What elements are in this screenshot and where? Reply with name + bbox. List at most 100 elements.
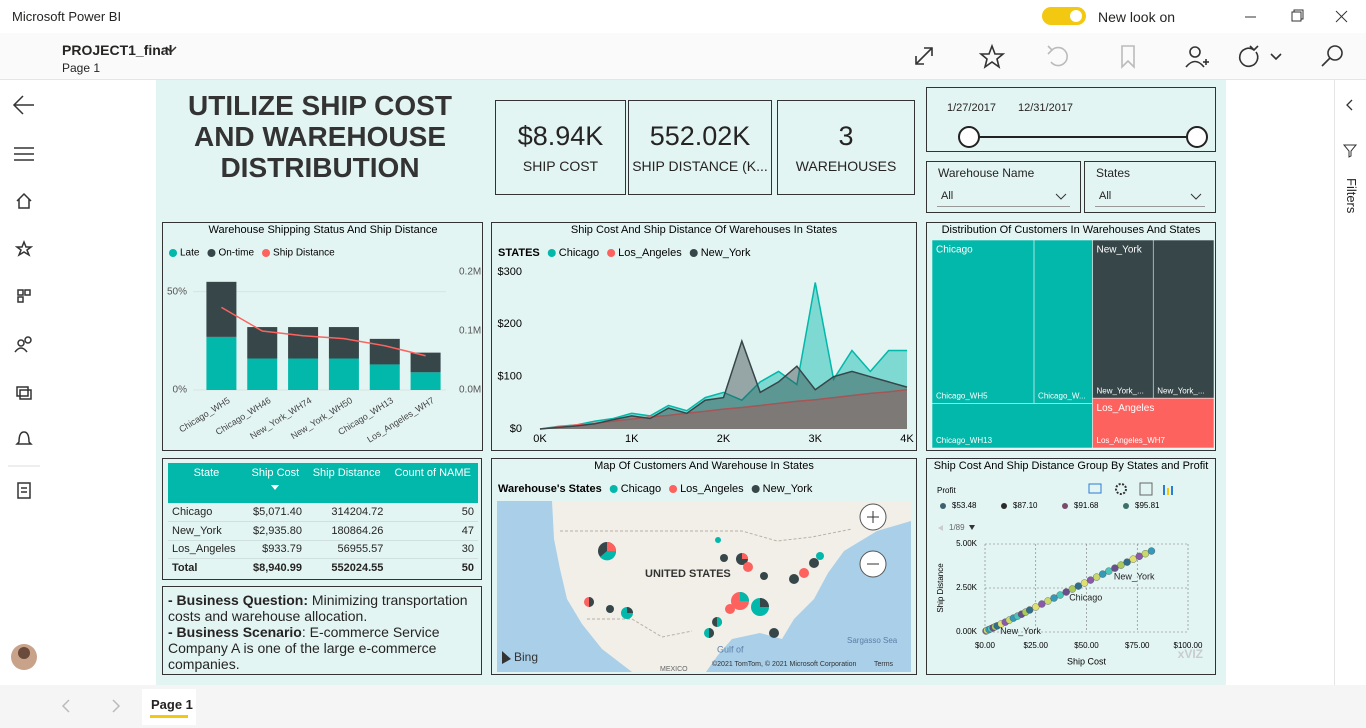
slicer-label: States: [1096, 166, 1131, 180]
x-tick-label: 2K: [717, 433, 731, 445]
visual[interactable]: Warehouse Shipping Status And Ship Dista…: [162, 222, 483, 451]
legend-marker: [1001, 503, 1007, 509]
watermark: xVIZ: [1178, 647, 1203, 661]
legend-label: New_York: [701, 247, 751, 259]
visual-toolbar[interactable]: [1088, 482, 1173, 496]
column-header[interactable]: Count of NAME: [387, 463, 478, 503]
map-water-label: Gulf of: [717, 644, 744, 654]
date-range-slider[interactable]: [927, 124, 1215, 152]
slicer-value[interactable]: All: [1099, 190, 1112, 202]
bar-segment: [247, 358, 278, 390]
map-country-label: MEXICO: [660, 666, 688, 673]
legend-label: Los_Angeles: [680, 483, 744, 495]
report-name[interactable]: PROJECT1_final: [62, 42, 173, 58]
date-slicer[interactable]: 1/27/2017 12/31/2017: [926, 87, 1216, 152]
chart-title: Ship Cost And Ship Distance Group By Sta…: [934, 460, 1209, 472]
area: [540, 282, 907, 429]
group-label: New_York: [1097, 245, 1143, 256]
map-border: [587, 618, 693, 638]
kpi-card[interactable]: 3 WAREHOUSES: [777, 100, 915, 195]
map-provider-logo: [502, 651, 511, 664]
x-tick-label: 1K: [625, 433, 639, 445]
kpi-value: $8.94K: [517, 121, 604, 151]
report-menu-chevron[interactable]: [163, 42, 179, 58]
point: [1068, 585, 1076, 593]
bar-segment: [288, 358, 319, 390]
slicer-value[interactable]: All: [941, 190, 954, 202]
y2-tick-label: 0.1M: [459, 326, 481, 337]
report-page-name: Page 1: [62, 61, 101, 75]
bar-segment: [328, 358, 359, 390]
slicer-chevron[interactable]: [1189, 191, 1203, 203]
area: [540, 341, 907, 429]
date-start[interactable]: 1/27/2017: [947, 102, 996, 114]
total-row: Total $8,940.99 552024.55 50: [168, 559, 478, 578]
point: [1044, 597, 1052, 605]
point: [1080, 579, 1089, 587]
column-header[interactable]: State: [168, 463, 245, 503]
visual[interactable]: UNITED STATES Gulf of MEXICO Sargasso Se…: [491, 458, 917, 675]
point: [1086, 576, 1095, 584]
x-tick-label: 4K: [900, 433, 914, 445]
visual[interactable]: Distribution Of Customers In Warehouses …: [926, 222, 1216, 451]
legend-marker: [262, 249, 271, 257]
map-country-label: UNITED STATES: [645, 568, 731, 580]
kpi-card[interactable]: 552.02K SHIP DISTANCE (K...: [628, 100, 772, 195]
table-cell: $2,935.80: [244, 521, 306, 541]
bar-segment: [410, 372, 441, 390]
table-row: Los_Angeles $933.79 56955.57 30: [168, 540, 478, 559]
toolbar-icon: [1139, 482, 1153, 496]
point: [1111, 564, 1119, 572]
table-cell: 30: [387, 540, 478, 559]
left-nav[interactable]: [0, 80, 48, 728]
table-cell: New_York: [168, 521, 245, 541]
kpi-label: WAREHOUSES: [795, 158, 897, 174]
x-axis-label: Ship Cost: [1067, 656, 1107, 666]
window-controls[interactable]: [1230, 0, 1366, 33]
visual[interactable]: Ship Cost And Ship Distance Of Warehouse…: [491, 222, 917, 451]
page-nav-arrows[interactable]: [55, 694, 135, 718]
visual[interactable]: State Ship Cost Ship Distance Count of NAME…: [162, 458, 482, 580]
report-toolbar[interactable]: [900, 36, 1360, 76]
kpi-label: SHIP COST: [522, 158, 599, 174]
note-term: - Business Scenario: [168, 624, 302, 640]
y-tick-label: 0%: [173, 385, 188, 396]
table-cell: Total: [172, 562, 198, 574]
column-header[interactable]: Ship Distance: [305, 463, 388, 503]
filters-pane-icons[interactable]: [1340, 95, 1360, 165]
page-tab[interactable]: [142, 689, 196, 725]
visual[interactable]: Ship Cost And Ship Distance Group By Sta…: [926, 458, 1216, 675]
slicer[interactable]: Warehouse Name All: [926, 161, 1081, 213]
pager-label: 1/89: [949, 523, 965, 532]
y2-tick-label: 0.0M: [459, 385, 481, 396]
report-title-line: AND WAREHOUSE: [193, 121, 446, 152]
date-end[interactable]: 12/31/2017: [1018, 102, 1074, 114]
legend-title: Profit: [937, 486, 956, 495]
legend-marker: [689, 249, 698, 257]
page-tab-label[interactable]: Page 1: [151, 697, 193, 712]
kpi-label: SHIP DISTANCE (K...: [632, 158, 768, 174]
map-water-label: Sargasso Sea: [847, 636, 898, 645]
table-cell: 314204.72: [305, 503, 388, 522]
kpi-card[interactable]: $8.94K SHIP COST: [495, 100, 626, 195]
new-look-toggle[interactable]: [1040, 5, 1088, 27]
column-header[interactable]: Ship Cost: [244, 463, 306, 503]
filters-pane[interactable]: [1334, 80, 1366, 685]
tile-label: New_York_...: [1097, 386, 1144, 395]
map-terms[interactable]: Terms: [874, 661, 894, 668]
tile-label: Chicago_W...: [1038, 392, 1086, 401]
table-cell: Chicago: [168, 503, 245, 522]
toolbar-icon: [1167, 488, 1169, 495]
map-zoom-controls[interactable]: [859, 503, 887, 578]
treemap-tile: [931, 239, 1035, 404]
toolbar-icon: [1115, 483, 1127, 495]
slicer-chevron[interactable]: [1054, 191, 1068, 203]
filters-label[interactable]: Filters: [1344, 178, 1359, 214]
x-tick-label: $100.00: [1174, 641, 1203, 650]
y-tick-label: $100: [498, 371, 522, 383]
map: UNITED STATES Gulf of MEXICO Sargasso Se…: [497, 460, 911, 673]
point: [1099, 570, 1107, 578]
note-term: - Business Question:: [168, 592, 309, 608]
sort-arrow: [271, 485, 280, 490]
slicer[interactable]: States All: [1084, 161, 1216, 213]
